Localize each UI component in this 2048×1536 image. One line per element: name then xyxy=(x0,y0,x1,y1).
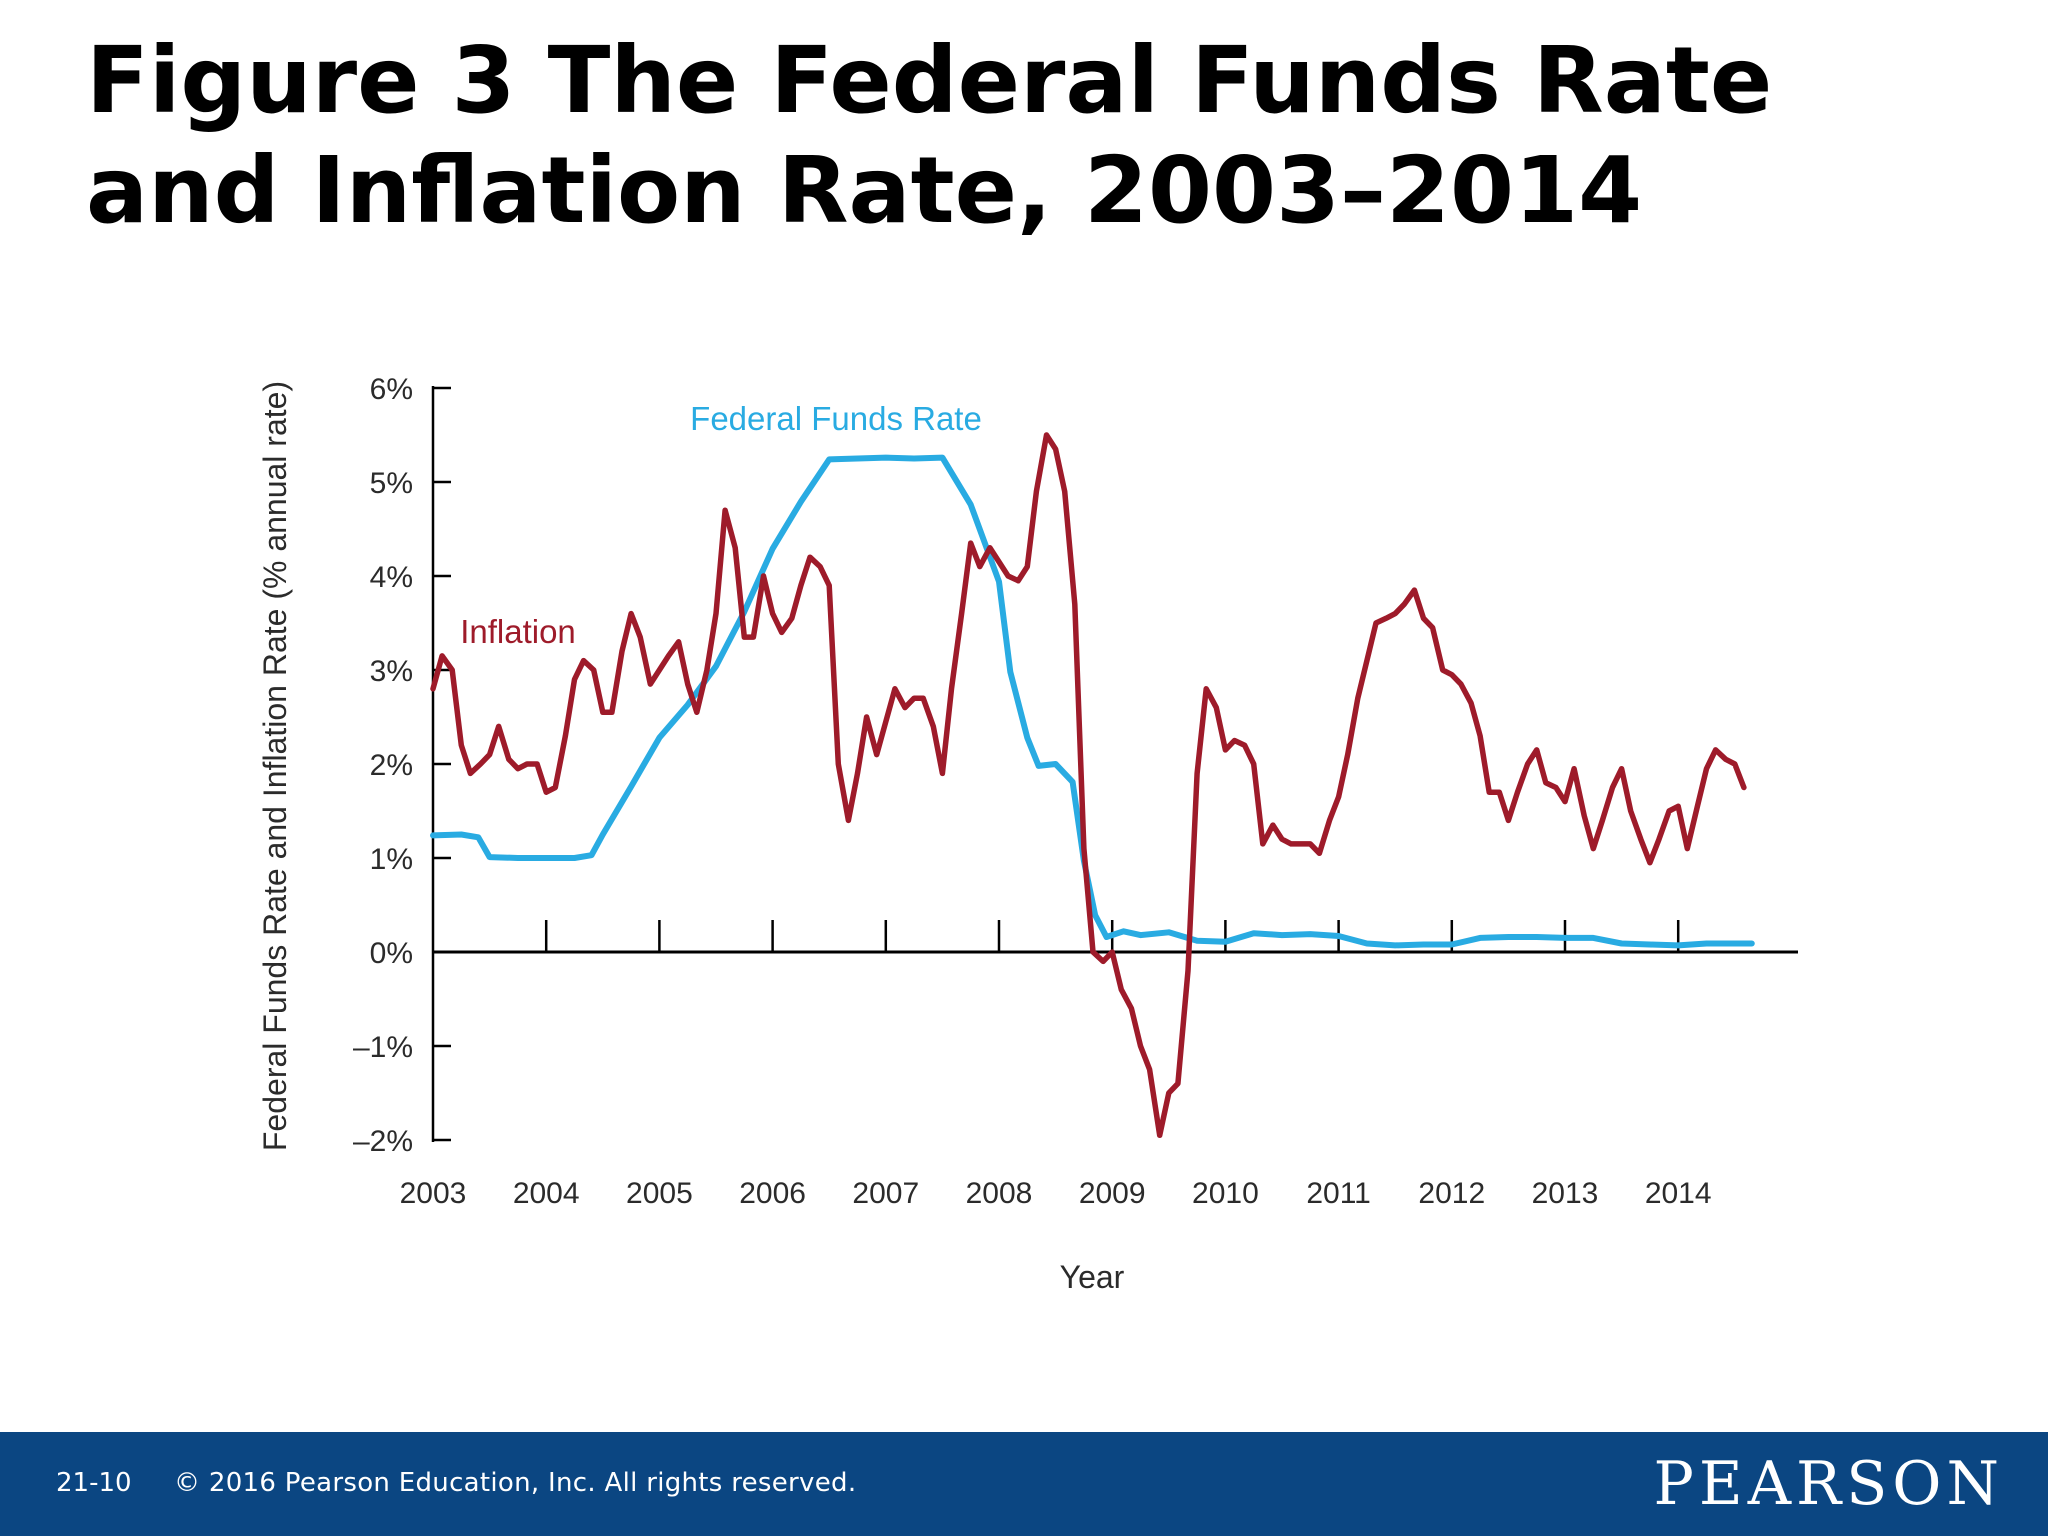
x-tick-label: 2006 xyxy=(739,1177,806,1210)
y-axis-title: Federal Funds Rate and Inflation Rate (%… xyxy=(257,381,293,1151)
y-tick-label: 4% xyxy=(370,561,413,594)
x-tick-label: 2008 xyxy=(966,1177,1033,1210)
x-tick-label: 2009 xyxy=(1079,1177,1146,1210)
y-tick-label: 5% xyxy=(370,467,413,500)
y-tick-label: 0% xyxy=(370,937,413,970)
chart-labels: 6% 5% 4% 3% 2% 1% 0% –1% –2% 2003 2004 2005 2006 2007… xyxy=(257,373,1712,1295)
y-tick-label: 1% xyxy=(370,843,413,876)
slide-number: 21-10 xyxy=(56,1468,132,1498)
y-tick-label: 2% xyxy=(370,749,413,782)
x-tick-label: 2003 xyxy=(400,1177,467,1210)
x-tick-label: 2012 xyxy=(1418,1177,1485,1210)
federal-funds-rate-series-label: Federal Funds Rate xyxy=(690,400,982,437)
chart-axes xyxy=(431,386,1798,1142)
copyright-notice: © 2016 Pearson Education, Inc. All right… xyxy=(174,1468,857,1498)
y-tick-label: 3% xyxy=(370,655,413,688)
y-tick-label: –2% xyxy=(353,1125,413,1158)
pearson-logo: PEARSON xyxy=(1653,1449,2004,1519)
x-tick-label: 2010 xyxy=(1192,1177,1259,1210)
x-tick-label: 2007 xyxy=(852,1177,919,1210)
inflation-series-label: Inflation xyxy=(460,613,576,650)
x-tick-label: 2011 xyxy=(1306,1177,1371,1210)
slide-title: Figure 3 The Federal Funds Rate and Infl… xyxy=(86,27,1773,244)
inflation-line xyxy=(430,432,1747,1139)
footer-bar: 21-10 © 2016 Pearson Education, Inc. All… xyxy=(0,1432,2048,1536)
y-tick-label: –1% xyxy=(353,1031,413,1064)
x-tick-label: 2004 xyxy=(513,1177,580,1210)
federal-funds-rate-line xyxy=(430,454,1755,949)
chart: 6% 5% 4% 3% 2% 1% 0% –1% –2% 2003 2004 2005 2006 2007… xyxy=(257,373,1798,1295)
chart-series xyxy=(430,432,1755,1139)
x-tick-label: 2005 xyxy=(626,1177,693,1210)
x-tick-label: 2013 xyxy=(1532,1177,1599,1210)
x-tick-label: 2014 xyxy=(1645,1177,1712,1210)
x-axis-title: Year xyxy=(1060,1259,1125,1295)
y-tick-label: 6% xyxy=(370,373,413,406)
